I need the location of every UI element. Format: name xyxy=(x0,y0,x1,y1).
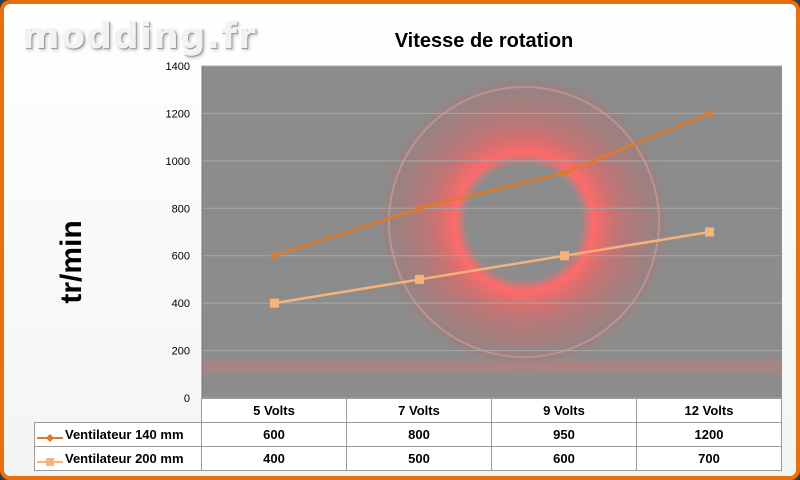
table-cell: 400 xyxy=(201,446,347,471)
table-corner xyxy=(35,399,202,423)
table-header-row: 5 Volts 7 Volts 9 Volts 12 Volts xyxy=(35,398,782,423)
table-cell: 1200 xyxy=(636,422,782,447)
series-line-200mm xyxy=(274,230,710,305)
category-header: 12 Volts xyxy=(636,398,782,423)
legend-key-diamond-icon xyxy=(37,431,63,442)
data-point-diamond xyxy=(270,251,279,260)
table-cell: 700 xyxy=(636,446,782,471)
watermark-logo: modding.fr xyxy=(22,16,257,57)
y-tick-label: 0 xyxy=(184,393,190,405)
y-tick-label: 600 xyxy=(172,251,190,263)
category-header: 7 Volts xyxy=(346,398,492,423)
y-tick-label: 200 xyxy=(172,346,190,358)
y-tick-label: 1400 xyxy=(166,61,190,73)
y-tick-label: 800 xyxy=(172,203,190,215)
table-cell: 950 xyxy=(491,422,637,447)
table-cell: 800 xyxy=(346,422,492,447)
legend-entry-200mm: Ventilateur 200 mm xyxy=(34,446,202,471)
data-point-diamond xyxy=(705,109,714,118)
fan-glow-background xyxy=(374,72,674,372)
y-tick-label: 400 xyxy=(172,298,190,310)
category-header: 5 Volts xyxy=(201,398,347,423)
table-cell: 600 xyxy=(491,446,637,471)
table-row: Ventilateur 200 mm 400 500 600 700 xyxy=(34,446,782,471)
series-name: Ventilateur 200 mm xyxy=(65,451,184,466)
data-point-square xyxy=(270,298,279,308)
chart-title: Vitesse de rotation xyxy=(394,30,574,52)
y-tick-label: 1200 xyxy=(166,108,190,120)
table-cell: 600 xyxy=(201,422,347,447)
table-cell: 500 xyxy=(346,446,492,471)
fan-reflection xyxy=(202,352,782,380)
series-name: Ventilateur 140 mm xyxy=(65,427,184,442)
y-tick-label: 1000 xyxy=(166,156,190,168)
legend-key-square-icon xyxy=(37,455,63,466)
legend-entry-140mm: Ventilateur 140 mm xyxy=(34,422,202,447)
plot-svg: 0 200 400 600 800 1000 1200 1400 xyxy=(166,61,782,405)
data-point-square xyxy=(560,251,569,261)
table-row: Ventilateur 140 mm 600 800 950 1200 xyxy=(34,422,782,447)
data-table: 5 Volts 7 Volts 9 Volts 12 Volts Ventila… xyxy=(34,398,782,471)
data-point-diamond xyxy=(415,204,424,213)
data-point-square xyxy=(415,274,424,284)
data-point-diamond xyxy=(560,168,569,177)
category-header: 9 Volts xyxy=(491,398,637,423)
series-line-140mm xyxy=(274,112,710,257)
data-point-square xyxy=(705,227,714,237)
